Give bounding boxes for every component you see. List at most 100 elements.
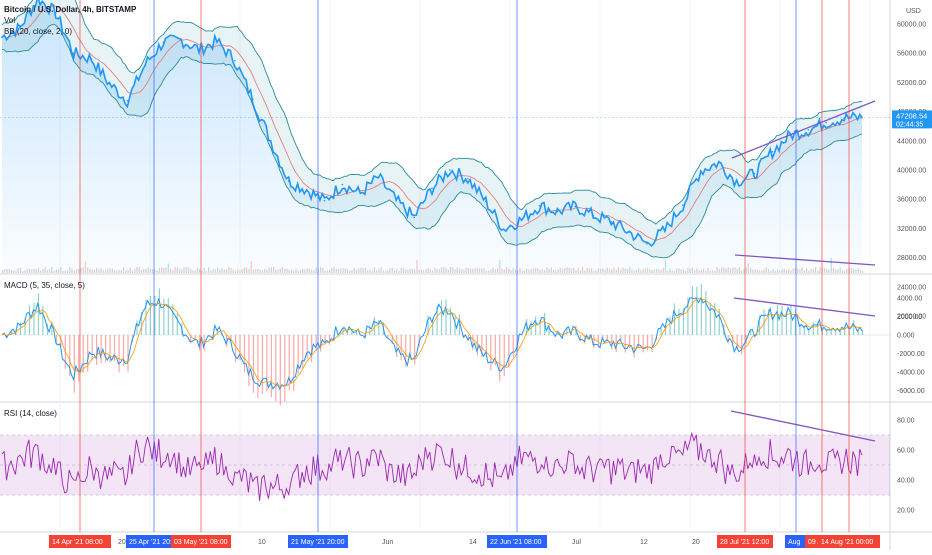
macd-histogram-bar: [477, 335, 478, 356]
price-point: [754, 173, 756, 175]
macd-histogram-bar: [490, 335, 491, 370]
volume-bar: [815, 267, 816, 273]
volume-bar: [434, 268, 435, 273]
volume-bar: [98, 269, 99, 273]
volume-bar: [96, 268, 97, 273]
macd-histogram-bar: [307, 335, 308, 359]
volume-bar: [510, 270, 511, 273]
volume-bar: [739, 267, 740, 273]
volume-bar: [734, 267, 735, 273]
volume-bar: [477, 268, 478, 273]
time-axis-tick: 14: [469, 539, 477, 546]
volume-bar: [667, 271, 668, 273]
volume-bar: [372, 271, 373, 273]
price-legend: Bitcoin / U.S. Dollar, 4h, BITSTAMP Vol …: [4, 4, 136, 37]
macd-histogram-bar: [29, 305, 30, 335]
volume-bar: [790, 270, 791, 273]
volume-bar: [569, 268, 570, 273]
volume-bar: [513, 268, 514, 273]
macd-histogram-bar: [271, 335, 272, 397]
symbol-title: Bitcoin / U.S. Dollar, 4h, BITSTAMP: [4, 4, 136, 15]
last-price-text: 47208.54: [896, 111, 927, 120]
volume-bar: [678, 268, 679, 273]
volume-bar: [327, 271, 328, 273]
volume-bar: [192, 270, 193, 273]
volume-bar: [340, 268, 341, 273]
volume-bar: [29, 269, 30, 273]
volume-bar: [356, 270, 357, 273]
volume-bar: [148, 267, 149, 273]
volume-bar: [468, 268, 469, 273]
volume-bar: [179, 268, 180, 273]
macd-histogram-bar: [396, 335, 397, 357]
price-point: [288, 180, 290, 182]
volume-bar: [132, 271, 133, 273]
price-point: [109, 83, 111, 85]
macd-histogram-bar: [284, 335, 285, 401]
volume-bar: [127, 270, 128, 273]
volume-bar: [307, 268, 308, 273]
macd-histogram-bar: [777, 305, 778, 335]
volume-bar: [846, 269, 847, 273]
volume-bar: [237, 269, 238, 273]
volume-bar: [629, 267, 630, 273]
price-axis-tick: 40000.00: [897, 168, 926, 175]
volume-bar: [810, 269, 811, 273]
volume-bar: [369, 270, 370, 273]
volume-bar: [616, 270, 617, 273]
macd-histogram-bar: [302, 335, 303, 368]
volume-bar: [235, 271, 236, 273]
volume-bar: [154, 270, 155, 273]
volume-bar: [65, 271, 66, 273]
volume-bar: [221, 268, 222, 273]
price-point: [413, 217, 415, 219]
macd-legend: MACD (5, 35, close, 5): [4, 280, 85, 291]
volume-bar: [575, 270, 576, 273]
volume-bar: [463, 270, 464, 273]
volume-bar: [459, 269, 460, 273]
price-point: [700, 170, 702, 172]
volume-bar: [414, 269, 415, 273]
volume-bar: [199, 269, 200, 273]
macd-histogram-bar: [96, 335, 97, 365]
price-point: [736, 181, 738, 183]
volume-bar: [83, 267, 84, 273]
volume-bar: [488, 271, 489, 273]
volume-bar: [779, 271, 780, 273]
volume-bar: [696, 268, 697, 273]
rsi-axis-tick: 60.00: [897, 448, 915, 455]
volume-bar: [640, 270, 641, 273]
volume-bar: [18, 268, 19, 273]
volume-bar: [692, 268, 693, 273]
macd-histogram-bar: [280, 335, 281, 405]
volume-bar: [4, 269, 5, 273]
date-flag-text: 28 Jul '21 12:00: [720, 539, 769, 546]
volume-bar: [67, 271, 68, 273]
volume-bar: [121, 270, 122, 273]
volume-bar: [439, 269, 440, 273]
macd-histogram-bar: [472, 335, 473, 350]
volume-bar: [183, 267, 184, 273]
volume-bar: [201, 271, 202, 273]
volume-bar: [522, 271, 523, 273]
volume-bar: [374, 268, 375, 273]
macd-histogram-bar: [92, 335, 93, 360]
volume-bar: [604, 269, 605, 273]
volume-bar: [24, 270, 25, 273]
macd-trend-line: [734, 298, 875, 316]
volume-bar: [363, 268, 364, 273]
volume-bar: [419, 270, 420, 273]
macd-histogram-bar: [316, 335, 317, 351]
volume-bar: [85, 262, 86, 273]
macd-histogram-bar: [781, 306, 782, 335]
volume-bar: [2, 270, 3, 273]
volume-bar: [593, 271, 594, 273]
volume-bar: [432, 270, 433, 273]
volume-bar: [638, 268, 639, 273]
volume-bar: [515, 269, 516, 273]
volume-bar: [495, 269, 496, 273]
price-point: [628, 231, 630, 233]
volume-bar: [161, 268, 162, 273]
